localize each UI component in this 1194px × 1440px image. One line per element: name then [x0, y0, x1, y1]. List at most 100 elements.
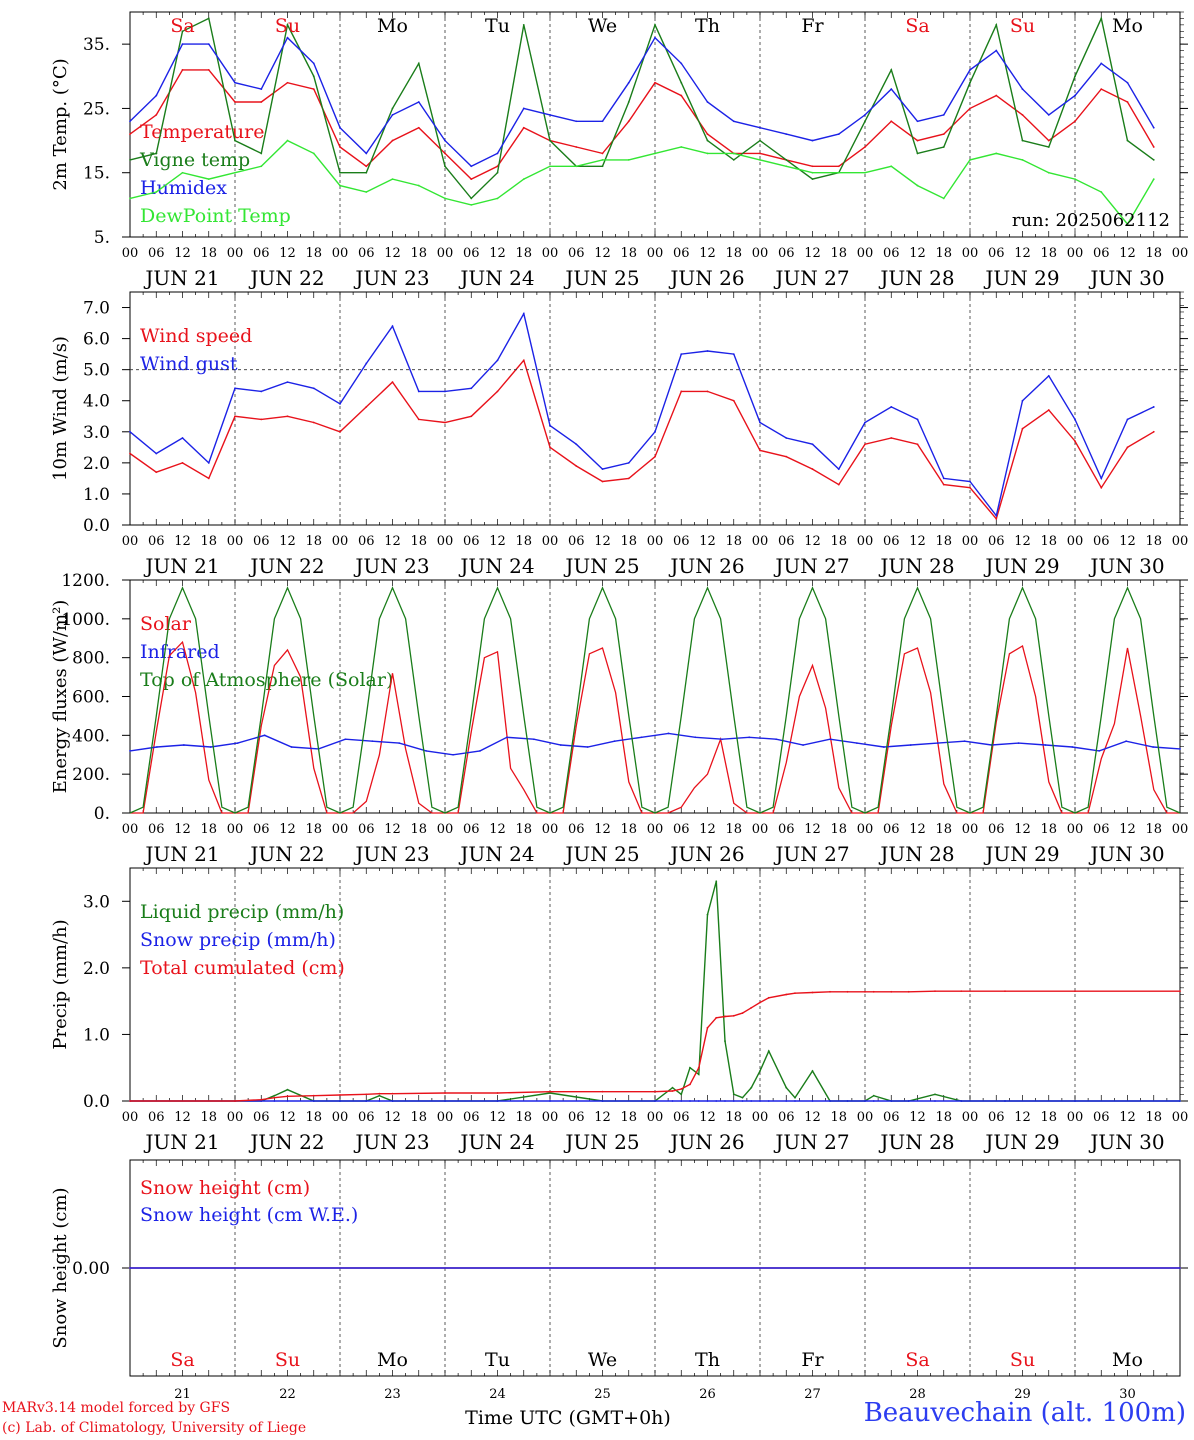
data-point: [601, 158, 604, 161]
day-number-label: 23: [384, 1387, 401, 1402]
data-point: [671, 1090, 674, 1092]
hour-label: 00: [647, 1110, 664, 1125]
hour-label: 18: [200, 1110, 217, 1125]
data-point: [470, 387, 473, 390]
data-point: [444, 1100, 446, 1102]
data-point: [995, 49, 998, 52]
weekday-label: Sa: [170, 1349, 194, 1371]
data-point: [522, 107, 525, 110]
data-point: [286, 381, 289, 383]
weekday-label: We: [588, 1349, 617, 1371]
data-point: [312, 387, 315, 390]
hour-label: 06: [358, 1110, 375, 1125]
data-point: [234, 387, 236, 390]
data-point: [706, 152, 709, 155]
run-label: run: 2025062112: [1012, 210, 1170, 231]
data-point: [506, 736, 508, 739]
data-point: [741, 1012, 744, 1015]
data-point: [680, 146, 683, 148]
data-point: [444, 152, 446, 155]
data-point: [969, 81, 971, 84]
day-number-label: 21: [174, 1387, 191, 1402]
data-point: [586, 746, 589, 748]
data-point: [286, 1100, 289, 1102]
data-point: [732, 1093, 735, 1096]
data-point: [654, 455, 656, 458]
data-point: [601, 1090, 604, 1093]
y-tick-label: 600.: [72, 688, 110, 708]
hour-label: 06: [883, 1110, 900, 1125]
hour-label: 18: [935, 822, 952, 837]
hour-label: 06: [148, 534, 165, 549]
data-point: [522, 23, 525, 26]
hour-label: 18: [515, 822, 532, 837]
date-label: JUN 22: [248, 1130, 324, 1154]
y-tick-label: 2.0: [83, 454, 110, 474]
data-point: [890, 406, 893, 408]
data-point: [942, 477, 945, 480]
hour-label: 18: [1145, 1110, 1162, 1125]
weekday-label: Mo: [377, 1349, 408, 1371]
data-point: [963, 740, 966, 743]
hour-label: 18: [200, 822, 217, 837]
data-point: [1152, 746, 1154, 748]
data-point: [290, 746, 293, 748]
data-point: [532, 738, 535, 741]
data-point: [273, 1094, 276, 1097]
hour-label: 06: [778, 246, 795, 261]
y-axis-label: 2m Temp. (°C): [50, 58, 71, 190]
data-point: [444, 421, 446, 424]
hour-label: 00: [1067, 534, 1084, 549]
hour-label: 12: [699, 534, 716, 549]
data-point: [559, 744, 562, 746]
data-point: [802, 744, 804, 746]
data-point: [969, 158, 971, 161]
hour-label: 00: [1067, 246, 1084, 261]
data-point: [425, 749, 428, 752]
hour-label: 00: [857, 822, 874, 837]
data-point: [1126, 418, 1129, 421]
date-label: JUN 26: [668, 1130, 744, 1154]
data-point: [846, 990, 849, 993]
hour-label: 06: [568, 534, 585, 549]
hour-label: 00: [1172, 534, 1189, 549]
data-point: [1004, 1100, 1006, 1102]
hour-label: 00: [542, 246, 559, 261]
weekday-label: Th: [695, 1349, 720, 1371]
date-label: JUN 28: [878, 842, 954, 866]
data-point: [601, 480, 604, 483]
data-point: [365, 152, 368, 155]
weekday-label: Su: [275, 1349, 300, 1371]
data-point: [260, 101, 263, 103]
data-point: [837, 133, 840, 136]
hour-label: 12: [804, 534, 821, 549]
data-point: [890, 1100, 893, 1102]
data-point: [916, 152, 919, 155]
hour-label: 18: [830, 822, 847, 837]
weekday-label: Tu: [485, 1349, 510, 1371]
data-point: [575, 465, 578, 467]
data-point: [837, 483, 840, 486]
data-point: [916, 184, 919, 187]
data-point: [706, 1026, 709, 1029]
data-point: [942, 483, 945, 486]
data-point: [207, 461, 210, 464]
data-point: [391, 1100, 394, 1102]
data-point: [680, 1100, 683, 1102]
panel-1: 5. 15. 25. 35. 2m Temp. (°C) Temperature Vigne…: [50, 11, 1188, 290]
hour-label: 12: [279, 534, 296, 549]
hour-label: 00: [962, 822, 979, 837]
data-point: [207, 68, 210, 71]
data-point: [942, 146, 945, 148]
data-point: [156, 746, 158, 748]
data-point: [732, 1014, 735, 1017]
date-label: JUN 28: [878, 266, 954, 290]
hour-label: 18: [1040, 246, 1057, 261]
legend-entry: Vigne temp: [139, 149, 250, 171]
y-tick-label: 2.0: [83, 959, 110, 979]
data-point: [181, 437, 184, 439]
data-point: [378, 1100, 381, 1102]
legend-entry: Temperature: [140, 121, 264, 143]
data-point: [470, 178, 473, 181]
